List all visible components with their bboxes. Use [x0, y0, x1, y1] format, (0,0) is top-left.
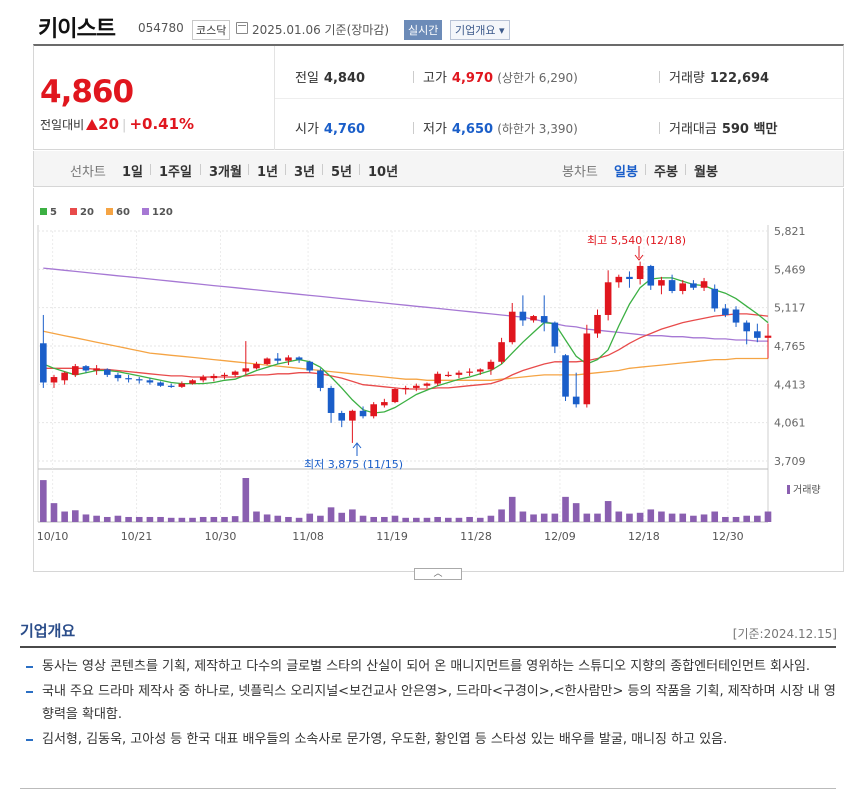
overview-date: [기준:2024.12.15]: [732, 627, 837, 641]
divider: [20, 788, 836, 789]
basis-date: 2025.01.06 기준(장마감): [252, 23, 390, 37]
candle-tab-daily[interactable]: 일봉: [614, 165, 638, 180]
period-tab-10y[interactable]: 10년: [368, 165, 399, 180]
legend-ma20: 20: [70, 207, 94, 218]
period-tab-5y[interactable]: 5년: [331, 165, 353, 180]
prev-label: 전일: [295, 71, 319, 86]
line-chart-label: 선차트: [70, 165, 106, 180]
period-tab-1w[interactable]: 1주일: [159, 165, 192, 180]
overview-title: 기업개요: [20, 622, 76, 640]
price-summary: 4,860 전일대비 20 | +0.41% 전일 4,840 고가 4,970 (상한가…: [33, 44, 844, 150]
period-tab-1d[interactable]: 1일: [122, 165, 144, 180]
legend-ma60: 60: [106, 207, 130, 218]
high-price: 고가 4,970 (상한가 6,290): [413, 67, 578, 86]
legend-label: 20: [80, 207, 94, 218]
lower-limit: (하한가 3,390): [497, 122, 578, 136]
chart-tabs: 선차트 1일 1주일 3개월 1년 3년 5년 10년 봉차트 일봉 주봉 월봉: [33, 151, 844, 187]
min-price-label: 최저 3,875 (11/15): [304, 458, 404, 471]
candle-tab-weekly[interactable]: 주봉: [654, 165, 678, 180]
market-badge: 코스닥: [192, 20, 231, 40]
low-value: 4,650: [451, 122, 494, 137]
amount-label: 거래대금: [669, 122, 717, 137]
divider: [275, 98, 843, 99]
trade-amount: 거래대금 590 백만: [659, 118, 777, 137]
max-price-label: 최고 5,540 (12/18): [587, 234, 687, 247]
current-price: 4,860: [40, 74, 134, 110]
legend-label: 60: [116, 207, 130, 218]
legend-label: 5: [50, 207, 57, 218]
period-tab-1y[interactable]: 1년: [257, 165, 279, 180]
amount-value: 590 백만: [721, 122, 778, 137]
open-value: 4,760: [323, 122, 366, 137]
high-label: 고가: [423, 71, 447, 86]
change-rate: +0.41%: [129, 115, 195, 133]
volume-value: 122,694: [709, 71, 770, 86]
legend-ma5: 5: [40, 207, 57, 218]
low-label: 저가: [423, 122, 447, 137]
stock-name: 키이스트: [38, 17, 116, 42]
high-value: 4,970: [451, 71, 494, 86]
prev-close: 전일 4,840: [295, 67, 365, 86]
divider: [20, 646, 836, 648]
divider: [274, 46, 275, 150]
open-label: 시가: [295, 122, 319, 137]
legend-ma120: 120: [142, 207, 173, 218]
chart-panel: [33, 188, 844, 572]
stock-header: 키이스트 054780 코스닥 2025.01.06 기준(장마감) 실시간 기…: [0, 0, 847, 44]
stock-code: 054780: [138, 21, 184, 35]
chevron-up-icon: ︿: [433, 569, 443, 579]
candle-tab-monthly[interactable]: 월봉: [694, 165, 718, 180]
list-item: 김서형, 김동욱, 고아성 등 한국 대표 배우들의 소속사로 문가영, 우도환…: [20, 728, 836, 751]
price-change: 전일대비 20 | +0.41%: [40, 115, 195, 133]
period-tab-3m[interactable]: 3개월: [209, 165, 242, 180]
volume-legend-label: 거래량: [793, 485, 821, 496]
list-item: 동사는 영상 콘텐츠를 기획, 제작하고 다수의 글로벌 스타의 산실이 되어 …: [20, 655, 836, 678]
candle-chart-label: 봉차트: [562, 165, 598, 180]
calendar-icon: [236, 22, 248, 34]
company-info-dropdown[interactable]: 기업개요 ▾: [450, 20, 510, 40]
overview-list: 동사는 영상 콘텐츠를 기획, 제작하고 다수의 글로벌 스타의 산실이 되어 …: [20, 655, 836, 753]
volume-legend: 거래량: [787, 481, 821, 496]
upper-limit: (상한가 6,290): [497, 71, 578, 85]
low-price: 저가 4,650 (하한가 3,390): [413, 118, 578, 137]
prev-value: 4,840: [323, 71, 366, 86]
volume-label: 거래량: [669, 71, 705, 86]
period-tab-3y[interactable]: 3년: [294, 165, 316, 180]
realtime-button[interactable]: 실시간: [404, 20, 443, 40]
open-price: 시가 4,760: [295, 118, 365, 137]
legend-label: 120: [152, 207, 173, 218]
change-value: 20: [98, 115, 120, 133]
change-label: 전일대비: [40, 118, 85, 132]
collapse-chart-button[interactable]: ︿: [414, 568, 462, 580]
up-arrow-icon: [86, 119, 99, 130]
volume: 거래량 122,694: [659, 67, 769, 86]
list-item: 국내 주요 드라마 제작사 중 하나로, 넷플릭스 오리지널<보건교사 안은영>…: [20, 680, 836, 726]
